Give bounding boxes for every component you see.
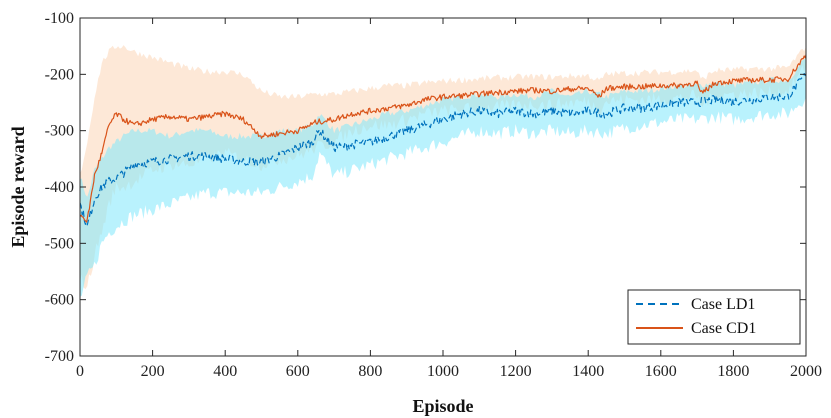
x-axis: 0 200 400 600 800 1000 1200 1400 1600 1800 2000 <box>76 18 822 380</box>
legend-ld1-label: Case LD1 <box>691 296 755 313</box>
case-cd1-band <box>80 45 806 290</box>
y-axis-title: Episode reward <box>8 126 28 247</box>
legend-box <box>627 289 801 345</box>
y-axis: -100 -200 -300 -400 -500 -600 -700 <box>45 10 806 365</box>
confidence-bands <box>80 45 806 298</box>
x-tick-label: 200 <box>141 363 165 380</box>
x-tick-label: 600 <box>286 363 310 380</box>
y-tick-label: -100 <box>45 10 74 27</box>
y-tick-label: -200 <box>45 66 74 83</box>
y-tick-label: -700 <box>45 348 74 365</box>
y-tick-label: -600 <box>45 292 74 309</box>
x-tick-label: 1800 <box>717 363 749 380</box>
case-ld1-line <box>80 73 806 226</box>
x-tick-label: 1600 <box>645 363 677 380</box>
x-tick-label: 2000 <box>790 363 822 380</box>
x-tick-label: 1200 <box>500 363 532 380</box>
series-lines <box>80 54 806 226</box>
legend-cd1-label: Case CD1 <box>691 320 756 337</box>
x-tick-label: 400 <box>213 363 237 380</box>
x-tick-label: 1400 <box>572 363 604 380</box>
legend: Case LD1 Case CD1 <box>627 289 801 345</box>
x-tick-label: 1000 <box>427 363 459 380</box>
y-tick-label: -500 <box>45 235 74 252</box>
x-tick-label: 800 <box>358 363 382 380</box>
case-ld1-band <box>80 57 806 298</box>
y-tick-label: -300 <box>45 123 74 140</box>
y-tick-label: -400 <box>45 179 74 196</box>
x-tick-label: 0 <box>76 363 84 380</box>
case-cd1-line <box>80 54 806 223</box>
x-axis-title: Episode <box>412 396 473 416</box>
